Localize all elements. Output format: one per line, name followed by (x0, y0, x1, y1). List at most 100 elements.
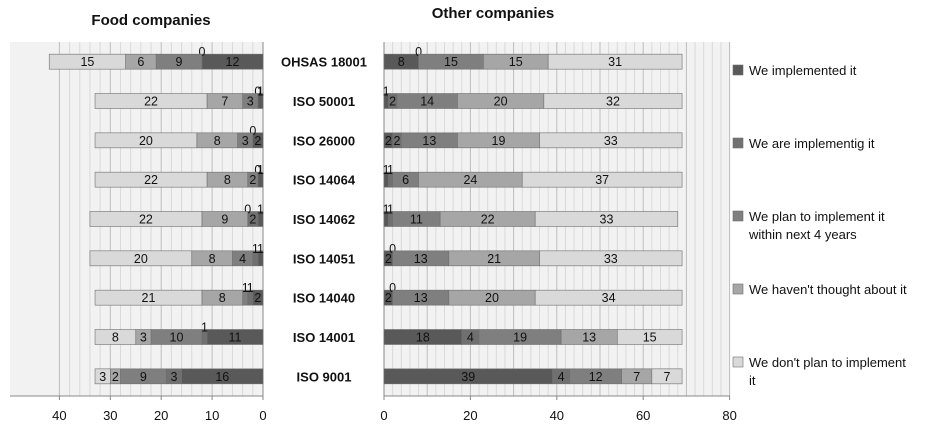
data-label: 2 (385, 252, 392, 266)
data-label: 0 (389, 281, 396, 295)
data-label: 8 (214, 134, 221, 148)
data-label: 33 (604, 252, 618, 266)
legend-swatch (732, 64, 744, 76)
other-companies-title: Other companies (432, 5, 555, 22)
data-label: 21 (487, 252, 501, 266)
data-label: 39 (461, 370, 475, 384)
data-label: 9 (140, 370, 147, 384)
data-label: 1 (257, 85, 264, 99)
data-label: 3 (247, 95, 254, 109)
data-label: 12 (226, 55, 240, 69)
bar-segment (521, 171, 683, 188)
data-label: 1 (383, 85, 390, 99)
data-label: 2 (393, 134, 400, 148)
data-label: 1 (383, 203, 390, 217)
data-label: 20 (134, 252, 148, 266)
data-label: 1 (242, 281, 249, 295)
data-label: 10 (170, 331, 184, 345)
data-label: 20 (494, 95, 508, 109)
data-label: 2 (249, 213, 256, 227)
data-label: 1 (257, 163, 264, 177)
data-label: 14 (420, 95, 434, 109)
legend-label: We plan to implement it within next 4 yea… (748, 209, 885, 242)
x-tick-label: 80 (722, 408, 736, 423)
legend-label-line: We plan to implement it (749, 209, 885, 224)
legend-label: We are implementig it (749, 136, 875, 151)
x-tick-label: 20 (463, 408, 477, 423)
data-label: 0 (198, 45, 205, 59)
data-label: 1 (247, 281, 254, 295)
bar-segment (94, 171, 208, 188)
bar-segment (651, 368, 683, 385)
x-tick-label: 10 (205, 408, 219, 423)
data-label: 0 (389, 242, 396, 256)
data-label: 32 (606, 95, 620, 109)
data-label: 20 (485, 291, 499, 305)
data-label: 22 (144, 173, 158, 187)
bar-segment (94, 93, 208, 109)
category-label: ISO 14064 (293, 173, 356, 188)
x-tick-label: 60 (636, 408, 650, 423)
x-tick-label: 40 (52, 408, 66, 423)
data-label: 6 (402, 173, 409, 187)
data-label: 0 (415, 45, 422, 59)
category-label: OHSAS 18001 (281, 55, 367, 70)
data-label: 8 (219, 291, 226, 305)
data-label: 13 (582, 331, 596, 345)
bar-segment (547, 53, 683, 70)
data-label: 22 (144, 95, 158, 109)
x-tick-label: 40 (550, 408, 564, 423)
bar-segment (89, 250, 193, 267)
legend-swatch (732, 356, 744, 368)
data-label: 15 (643, 331, 657, 345)
data-label: 21 (142, 291, 156, 305)
legend-label: We don't plan to implement it (749, 355, 906, 388)
legend-label-line: We implemented it (749, 63, 857, 78)
x-tick-label: 20 (154, 408, 168, 423)
data-label: 2 (385, 134, 392, 148)
data-label: 31 (608, 55, 622, 69)
x-tick-label: 30 (103, 408, 117, 423)
data-label: 15 (444, 55, 458, 69)
data-label: 1 (387, 163, 394, 177)
bar-segment (94, 329, 137, 345)
data-label: 24 (463, 173, 477, 187)
data-label: 8 (209, 252, 216, 266)
category-labels: OHSAS 18001 ISO 50001 ISO 26000 ISO 14064 IS… (281, 55, 367, 385)
data-label: 9 (221, 213, 228, 227)
data-label: 8 (112, 331, 119, 345)
data-label: 15 (509, 55, 523, 69)
legend-label-line: it (749, 373, 756, 388)
bar-segment (48, 53, 126, 70)
data-label: 22 (139, 213, 153, 227)
bar-segment (616, 329, 683, 345)
bar-segment (89, 211, 203, 227)
category-label: ISO 50001 (293, 94, 355, 109)
data-label: 2 (385, 291, 392, 305)
bar-segment (534, 289, 683, 306)
data-label: 4 (467, 331, 474, 345)
data-label: 33 (600, 213, 614, 227)
x-tick-label: 0 (380, 408, 387, 423)
legend-swatch (732, 137, 744, 149)
legend: We implemented it We are implementig it We… (732, 63, 907, 388)
data-label: 1 (387, 203, 394, 217)
data-label: 8 (224, 173, 231, 187)
data-label: 9 (176, 55, 183, 69)
bar-segment (94, 132, 198, 149)
legend-label: We implemented it (749, 63, 857, 78)
data-label: 1 (383, 163, 390, 177)
data-label: 16 (215, 370, 229, 384)
data-label: 4 (239, 252, 246, 266)
legend-label-line: We are implementig it (749, 136, 875, 151)
category-label: ISO 14051 (293, 251, 355, 266)
data-label: 1 (201, 321, 208, 335)
data-label: 1 (257, 203, 264, 217)
category-label: ISO 14040 (293, 291, 355, 306)
data-label: 3 (99, 370, 106, 384)
data-label: 0 (249, 124, 256, 138)
data-label: 2 (389, 95, 396, 109)
data-label: 7 (663, 370, 670, 384)
data-label: 20 (139, 134, 153, 148)
legend-label-line: within next 4 years (748, 227, 857, 242)
